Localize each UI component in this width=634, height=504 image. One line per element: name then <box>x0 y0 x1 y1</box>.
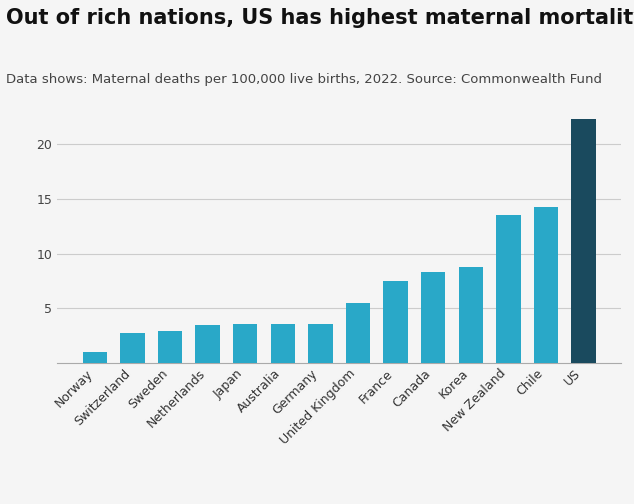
Bar <box>421 272 445 363</box>
Text: Data shows: Maternal deaths per 100,000 live births, 2022. Source: Commonwealth : Data shows: Maternal deaths per 100,000 … <box>6 73 602 86</box>
Bar <box>233 324 257 363</box>
Bar <box>384 281 408 363</box>
Bar <box>195 325 220 363</box>
Bar <box>346 303 370 363</box>
Text: Out of rich nations, US has highest maternal mortality rate: Out of rich nations, US has highest mate… <box>6 8 634 28</box>
Bar <box>82 352 107 363</box>
Bar <box>308 324 333 363</box>
Bar <box>571 119 596 363</box>
Bar <box>458 267 483 363</box>
Bar <box>271 324 295 363</box>
Bar <box>158 331 183 363</box>
Bar <box>120 334 145 363</box>
Bar <box>496 216 521 363</box>
Bar <box>534 207 558 363</box>
